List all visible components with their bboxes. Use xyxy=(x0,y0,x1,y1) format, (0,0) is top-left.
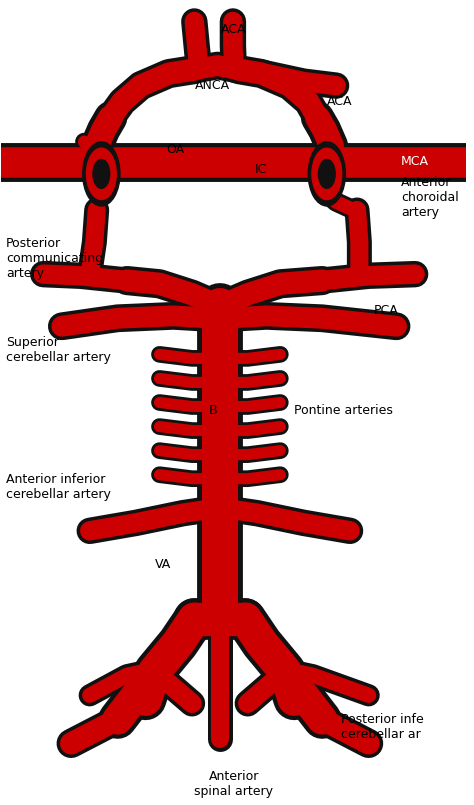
Text: Posterior
communicating
artery: Posterior communicating artery xyxy=(6,237,103,279)
Circle shape xyxy=(83,142,120,206)
Text: Anterior
choroidal
artery: Anterior choroidal artery xyxy=(401,176,459,220)
Text: Pontine arteries: Pontine arteries xyxy=(294,404,393,417)
Text: PCA: PCA xyxy=(374,303,398,316)
Circle shape xyxy=(308,142,346,206)
Text: Superior
cerebellar artery: Superior cerebellar artery xyxy=(6,336,111,365)
Text: IC: IC xyxy=(255,163,267,176)
Circle shape xyxy=(312,148,342,200)
Text: Anterior inferior
cerebellar artery: Anterior inferior cerebellar artery xyxy=(6,473,111,501)
Text: Anterior
spinal artery: Anterior spinal artery xyxy=(194,770,273,798)
Circle shape xyxy=(86,148,116,200)
Text: OA: OA xyxy=(166,143,184,156)
Text: ACA: ACA xyxy=(327,95,352,108)
Circle shape xyxy=(93,159,109,188)
Text: VA: VA xyxy=(155,558,171,571)
Circle shape xyxy=(319,159,335,188)
Text: ACA: ACA xyxy=(221,23,246,36)
Text: B: B xyxy=(209,404,217,417)
Text: Posterior infe
cerebellar ar: Posterior infe cerebellar ar xyxy=(341,713,423,741)
Text: MCA: MCA xyxy=(401,155,429,168)
Text: ANCA: ANCA xyxy=(195,79,230,92)
